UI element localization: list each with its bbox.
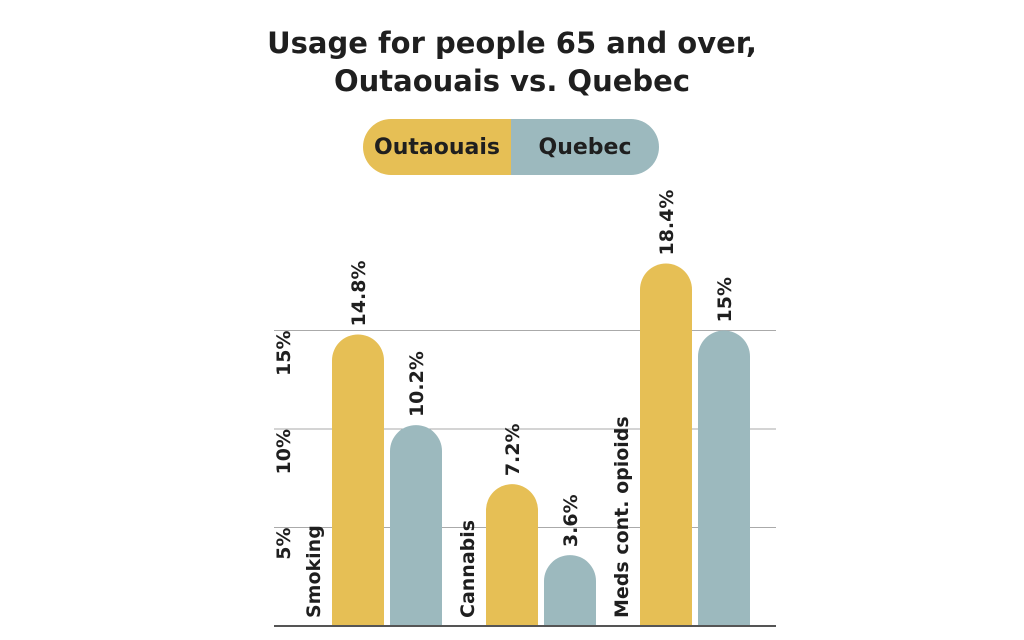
bar-quebec-0 (390, 425, 442, 626)
y-tick-label-10: 10% (273, 429, 295, 474)
category-label-1: Cannabis (457, 520, 479, 618)
chart-title-line-1: Usage for people 65 and over, (267, 26, 757, 60)
y-tick-label-5: 5% (273, 528, 295, 560)
y-tick-label-15: 15% (273, 331, 295, 376)
data-label-outaouais-1: 7.2% (502, 423, 524, 476)
bar-quebec-1 (544, 555, 596, 626)
legend: Outaouais Quebec (363, 119, 659, 175)
bar-quebec-2 (698, 330, 750, 626)
data-label-quebec-0: 10.2% (406, 351, 428, 417)
bar-outaouais-1 (486, 484, 538, 626)
chart-title-line-2: Outaouais vs. Quebec (333, 64, 691, 98)
legend-item-outaouais: Outaouais (363, 119, 511, 175)
data-label-quebec-1: 3.6% (560, 494, 582, 547)
bar-outaouais-0 (332, 334, 384, 626)
bar-outaouais-2 (640, 263, 692, 626)
data-label-quebec-2: 15% (714, 277, 736, 322)
category-label-0: Smoking (303, 525, 325, 618)
category-label-2: Meds cont. opioids (611, 416, 633, 618)
data-label-outaouais-0: 14.8% (348, 261, 370, 327)
data-label-outaouais-2: 18.4% (656, 190, 678, 256)
legend-item-quebec: Quebec (511, 119, 659, 175)
